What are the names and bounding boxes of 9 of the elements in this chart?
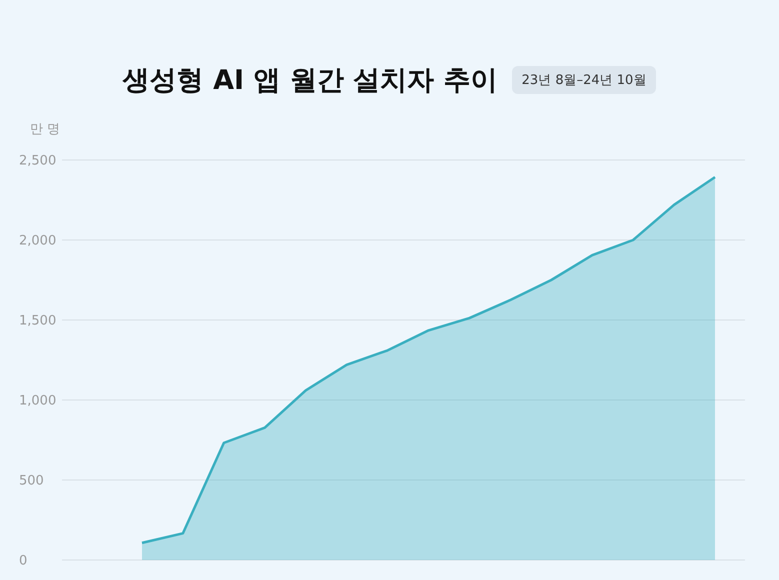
chart-title: 생성형 AI 앱 월간 설치자 추이 (122, 64, 498, 98)
y-tick-label: 2,000 (19, 234, 56, 249)
y-tick-label: 500 (19, 474, 44, 489)
y-tick-label: 2,500 (19, 154, 56, 169)
y-tick-label: 1,500 (19, 314, 56, 329)
chart-subtitle: 23년 8월–24년 10월 (512, 66, 656, 94)
y-tick-label: 1,000 (19, 394, 56, 409)
y-axis-title: 만 명 (30, 121, 60, 138)
y-tick-label: 0 (19, 554, 28, 569)
